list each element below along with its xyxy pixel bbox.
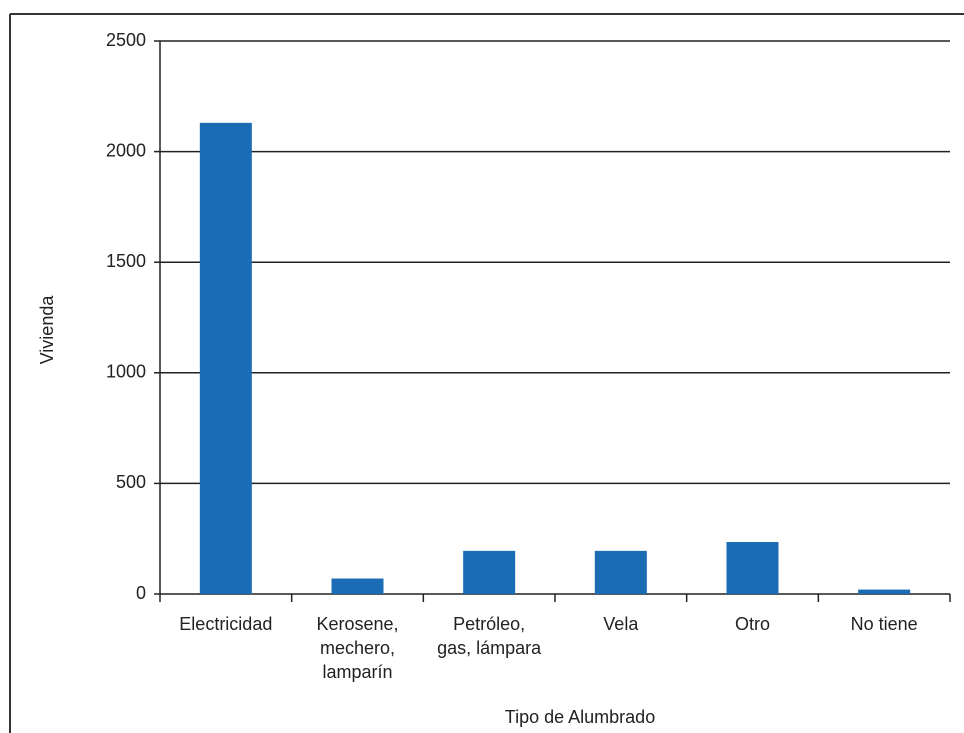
- y-tick-label: 2500: [106, 30, 146, 50]
- x-tick-label: No tiene: [850, 614, 918, 634]
- bar: [463, 550, 516, 594]
- y-tick-label: 1000: [106, 362, 146, 382]
- bar: [594, 550, 647, 594]
- y-tick-label: 1500: [106, 251, 146, 271]
- x-tick-label: Vela: [603, 614, 639, 634]
- x-tick-label: Petróleo, gas, lámpara: [437, 614, 542, 658]
- bar: [331, 578, 384, 594]
- x-tick-label: Otro: [734, 614, 770, 634]
- y-tick-label: 0: [136, 583, 146, 603]
- bar: [726, 542, 779, 594]
- bar: [199, 122, 252, 595]
- bar: [858, 589, 911, 594]
- y-tick-label: 500: [116, 472, 146, 492]
- y-axis-label: Vivienda: [37, 295, 57, 365]
- y-tick-label: 2000: [106, 140, 146, 160]
- x-tick-label: Electricidad: [179, 614, 273, 634]
- x-axis-label: Tipo de Alumbrado: [505, 707, 655, 727]
- x-tick-label: Kerosene, mechero, lamparín: [316, 614, 399, 682]
